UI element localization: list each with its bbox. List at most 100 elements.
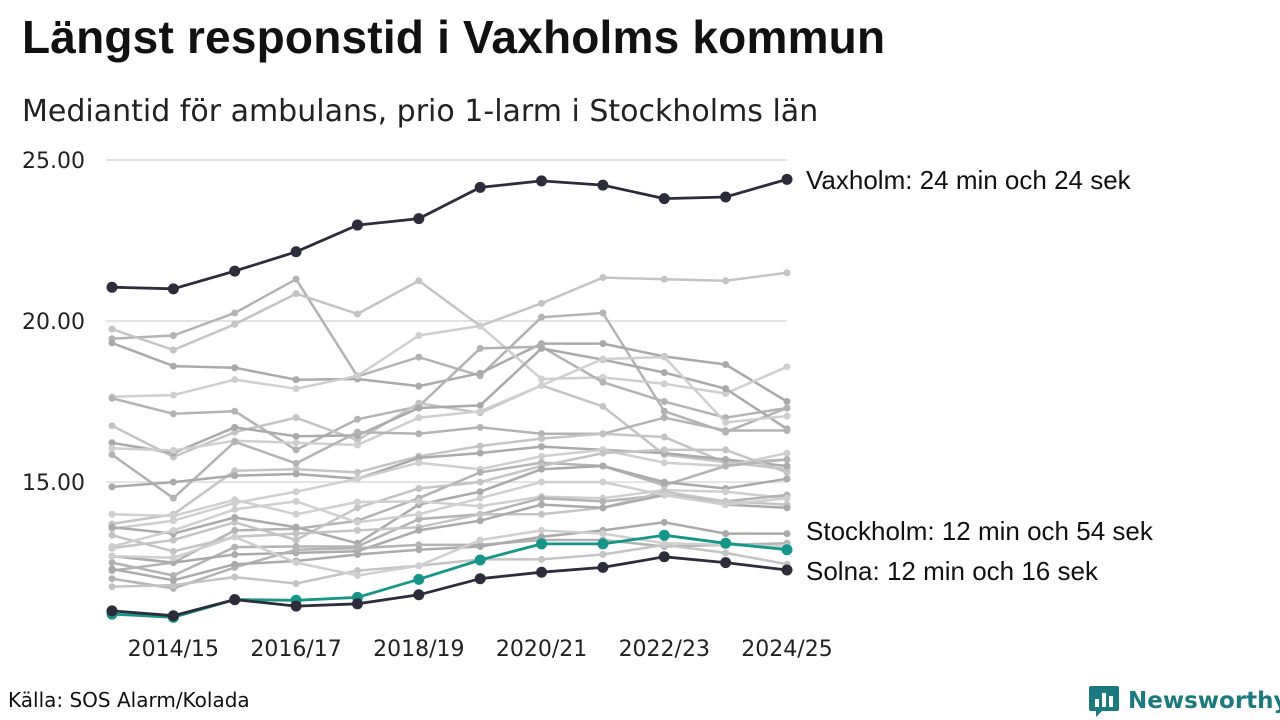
series-solna-point: [597, 561, 609, 573]
series-kommun-k-point: [292, 470, 300, 478]
series-kommun-d-point: [415, 332, 423, 340]
series-kommun-q-point: [108, 559, 116, 567]
series-kommun-o-point: [599, 462, 607, 470]
series-kommun-j-point: [353, 468, 361, 476]
series-kommun-a-line: [110, 277, 789, 434]
series-kommun-r-point: [292, 530, 300, 538]
series-kommun-s-point: [599, 504, 607, 512]
series-kommun-b-point: [353, 310, 361, 318]
series-kommun-c-point: [231, 364, 239, 372]
series-kommun-x-point: [415, 562, 423, 570]
series-kommun-r-point: [353, 526, 361, 534]
series-solna-point: [229, 594, 241, 606]
series-kommun-w-point: [722, 530, 730, 538]
series-kommun-v-line: [110, 543, 789, 588]
series-kommun-g-point: [476, 401, 484, 409]
series-kommun-a-point: [231, 309, 239, 317]
series-kommun-c-point: [292, 376, 300, 384]
series-kommun-i-point: [415, 430, 423, 438]
series-solna-point: [474, 573, 486, 585]
series-kommun-q-point: [231, 543, 239, 551]
series-kommun-c-point: [415, 382, 423, 390]
series-kommun-j-point: [231, 467, 239, 475]
series-kommun-t-point: [169, 526, 177, 534]
series-kommun-d-point: [783, 363, 791, 371]
series-kommun-n-point: [476, 478, 484, 486]
highlighted-series: [106, 173, 793, 623]
series-kommun-t-point: [353, 518, 361, 526]
series-kommun-p-point: [722, 488, 730, 496]
series-kommun-v-point: [538, 555, 546, 563]
series-stockholm-point: [536, 538, 548, 550]
series-kommun-v-point: [292, 580, 300, 588]
series-kommun-x-point: [538, 526, 546, 534]
series-kommun-h-point: [415, 414, 423, 422]
series-kommun-u-point: [415, 541, 423, 549]
series-stockholm-point: [413, 573, 425, 585]
series-kommun-k-point: [476, 449, 484, 457]
series-kommun-m-point: [231, 526, 239, 534]
series-kommun-l-point: [538, 452, 546, 460]
series-kommun-d-point: [231, 376, 239, 384]
series-kommun-o-point: [538, 465, 546, 473]
series-kommun-n: [108, 446, 791, 552]
series-kommun-q-point: [169, 571, 177, 579]
series-kommun-k-point: [415, 454, 423, 462]
series-kommun-d-point: [292, 385, 300, 393]
series-kommun-e-point: [476, 344, 484, 352]
series-kommun-i-point: [108, 451, 116, 459]
series-kommun-v-point: [108, 583, 116, 591]
series-kommun-b-point: [599, 274, 607, 282]
series-kommun-d-point: [353, 372, 361, 380]
series-kommun-p-point: [415, 497, 423, 505]
series-kommun-r-point: [476, 510, 484, 518]
series-kommun-n-point: [660, 446, 668, 454]
brand-logo[interactable]: Newsworthy: [1088, 684, 1280, 718]
series-kommun-g-point: [108, 439, 116, 447]
series-kommun-e-point: [660, 398, 668, 406]
series-kommun-l-point: [660, 459, 668, 467]
series-kommun-h-point: [108, 444, 116, 452]
series-kommun-v-point: [722, 549, 730, 557]
series-kommun-h-point: [783, 412, 791, 420]
series-kommun-w-point: [476, 542, 484, 550]
series-solna-point: [720, 557, 732, 569]
label-stockholm: Stockholm: 12 min och 54 sek: [806, 516, 1154, 546]
series-kommun-l-point: [353, 475, 361, 483]
series-kommun-j-point: [292, 465, 300, 473]
series-kommun-h-point: [353, 441, 361, 449]
series-kommun-i-point: [538, 430, 546, 438]
series-kommun-d-point: [476, 322, 484, 330]
series-kommun-s-point: [231, 551, 239, 559]
x-axis: 2014/15 2016/17 2018/19 2020/21 2022/23 2024/…: [128, 637, 833, 662]
series-vaxholm-point: [597, 179, 609, 191]
series-kommun-v-point: [231, 573, 239, 581]
series-kommun-o-line: [110, 464, 789, 545]
background-series: [108, 269, 791, 592]
series-kommun-e-point: [353, 415, 361, 423]
series-kommun-b-point: [722, 277, 730, 285]
series-kommun-x-point: [292, 559, 300, 567]
series-kommun-h-point: [660, 353, 668, 361]
series-kommun-x-point: [231, 533, 239, 541]
series-kommun-t-point: [231, 505, 239, 513]
line-chart: 25.00 20.00 15.00 2014/15 2016/17 2018/19 202…: [22, 149, 1154, 662]
series-kommun-a-point: [660, 407, 668, 415]
series-kommun-h: [108, 353, 791, 455]
series-kommun-h-point: [538, 381, 546, 389]
series-kommun-o-point: [108, 523, 116, 531]
series-solna-point: [106, 605, 118, 617]
series-kommun-r-point: [538, 510, 546, 518]
series-kommun-a-point: [415, 353, 423, 361]
series-kommun-w-point: [415, 546, 423, 554]
series-kommun-t-point: [476, 494, 484, 502]
series-kommun-b: [108, 269, 791, 354]
series-kommun-x-point: [476, 536, 484, 544]
series-stockholm-point: [658, 529, 670, 541]
series-kommun-i-line: [110, 416, 789, 500]
series-kommun-e-line: [110, 345, 789, 452]
series-kommun-f-point: [292, 414, 300, 422]
x-tick-label: 2018/19: [373, 637, 464, 662]
series-kommun-r-point: [108, 531, 116, 539]
series-vaxholm-point: [229, 265, 241, 277]
